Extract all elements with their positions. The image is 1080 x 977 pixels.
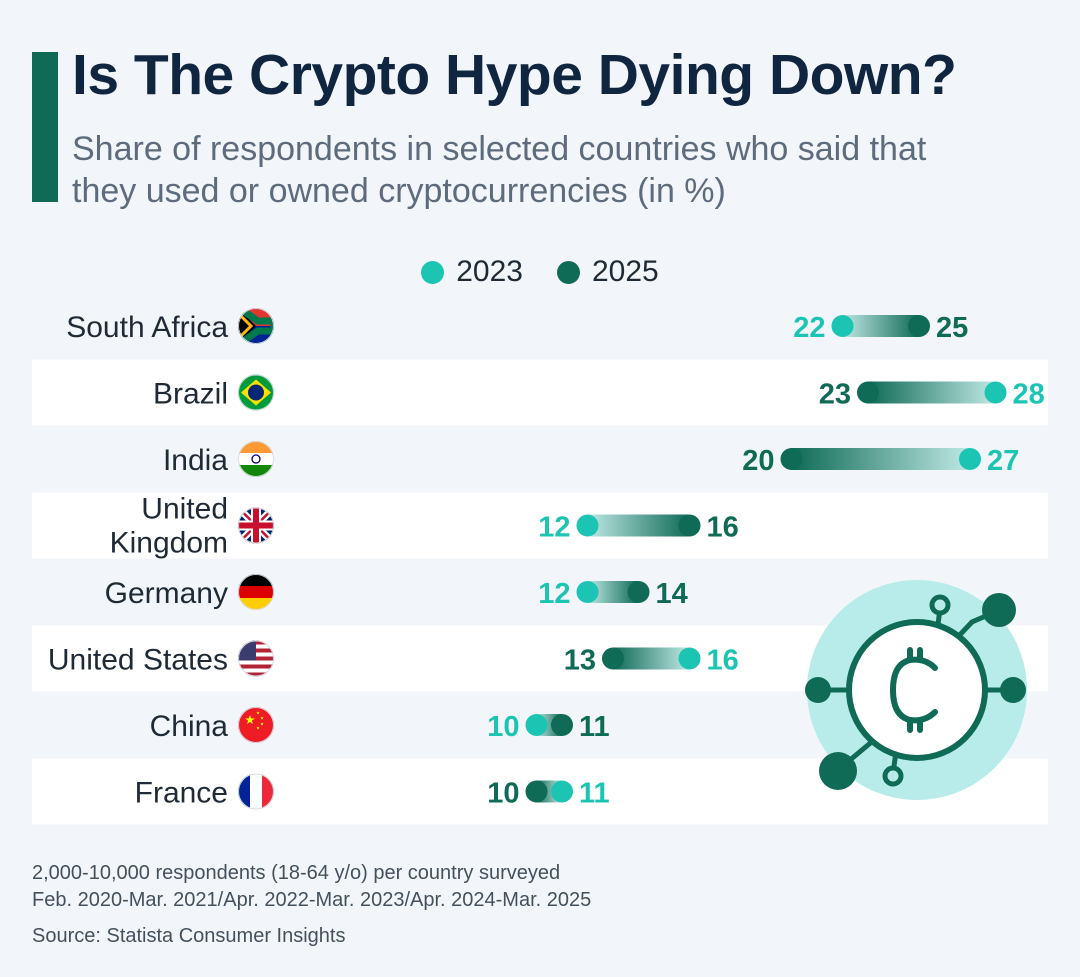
chart-title: Is The Crypto Hype Dying Down? <box>72 43 957 107</box>
range-bar-south-africa <box>842 315 919 337</box>
dot-2023-south-africa <box>831 315 854 337</box>
legend-item-2023: 2023 <box>421 255 523 289</box>
value-label-2025-germany: 14 <box>656 578 688 610</box>
footer: 2,000-10,000 respondents (18-64 y/o) per… <box>32 860 591 950</box>
value-label-2023-germany: 12 <box>538 578 570 610</box>
value-label-2023-china: 10 <box>487 711 519 743</box>
dot-2025-united-kingdom <box>678 514 701 537</box>
france-flag <box>238 773 274 810</box>
dot-2025-france <box>525 780 548 803</box>
legend-label-2023: 2023 <box>456 255 523 288</box>
dot-2025-china <box>551 714 573 736</box>
range-bar-united-kingdom <box>587 514 690 537</box>
footer-period: Feb. 2020-Mar. 2021/Apr. 2022-Mar. 2023/… <box>32 889 592 911</box>
value-label-2023-united-kingdom: 12 <box>538 512 570 544</box>
value-label-2025-united-kingdom: 16 <box>707 512 739 544</box>
legend-dot-2023 <box>421 260 445 284</box>
china-flag <box>238 707 274 743</box>
range-bar-united-states <box>613 647 690 670</box>
bitcoin-circuit-icon <box>805 580 1027 800</box>
value-label-2023-brazil: 28 <box>1013 379 1045 411</box>
usa-flag <box>238 640 274 677</box>
value-label-2025-south-africa: 25 <box>936 312 968 344</box>
chart-subtitle: Share of respondents in selected countri… <box>72 130 927 210</box>
value-label-2023-france: 11 <box>579 778 610 810</box>
dot-2023-india <box>959 448 981 470</box>
value-label-2025-china: 11 <box>579 711 610 743</box>
value-label-2025-brazil: 23 <box>819 379 851 411</box>
country-label-germany: Germany <box>105 577 228 610</box>
india-flag <box>238 441 274 477</box>
row-band <box>32 492 1048 559</box>
value-label-2023-south-africa: 22 <box>793 312 825 344</box>
dot-2023-germany <box>576 581 599 603</box>
legend-label-2025: 2025 <box>592 255 659 288</box>
range-bar-brazil <box>868 381 996 404</box>
dot-2023-united-states <box>678 647 701 670</box>
dot-2025-germany <box>627 581 650 603</box>
country-label-united-states: United States <box>48 644 228 677</box>
country-label-france: France <box>135 777 228 810</box>
range-bar-india <box>791 448 970 470</box>
footer-source: Source: Statista Consumer Insights <box>32 925 346 947</box>
dot-2023-china <box>525 714 548 736</box>
dot-2025-south-africa <box>908 315 930 337</box>
country-label-india: India <box>163 444 228 477</box>
value-label-2025-france: 10 <box>487 778 519 810</box>
value-label-2023-india: 27 <box>987 445 1019 477</box>
legend-item-2025: 2025 <box>557 255 659 289</box>
value-label-2023-united-states: 16 <box>707 645 739 677</box>
uk-flag <box>238 507 274 544</box>
country-label-brazil: Brazil <box>153 378 228 411</box>
south-africa-flag <box>238 308 274 344</box>
country-label-south-africa: South Africa <box>66 311 228 344</box>
value-label-2025-india: 20 <box>742 445 774 477</box>
country-label-united-kingdom: United Kingdom <box>110 493 228 560</box>
dot-2023-united-kingdom <box>576 514 599 537</box>
value-label-2025-united-states: 13 <box>564 645 596 677</box>
brazil-flag <box>238 374 274 411</box>
footer-note: 2,000-10,000 respondents (18-64 y/o) per… <box>32 862 561 884</box>
dot-2023-france <box>551 780 573 803</box>
germany-flag <box>238 574 274 610</box>
dot-2025-india <box>780 448 803 470</box>
country-label-china: China <box>150 710 229 743</box>
legend-dot-2025 <box>557 260 580 284</box>
range-bar-germany <box>587 581 639 603</box>
title-accent-bar <box>32 52 58 202</box>
dot-2023-brazil <box>984 381 1007 404</box>
legend: 2023 2025 <box>0 252 1080 292</box>
dot-2025-united-states <box>602 647 624 670</box>
dot-2025-brazil <box>857 381 879 404</box>
